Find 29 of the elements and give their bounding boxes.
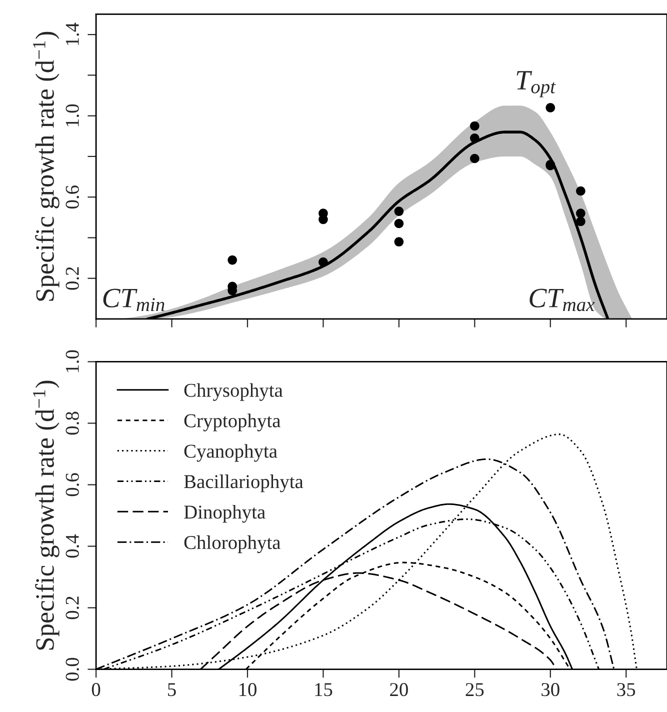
x-tick-label: 20 xyxy=(390,683,408,696)
legend-label: Chrysophyta xyxy=(184,383,283,401)
legend-label: Cryptophyta xyxy=(184,414,280,432)
y-tick-label: 0.8 xyxy=(66,412,79,435)
y-tick-label: 0.4 xyxy=(66,534,79,558)
y-axis-title: Specific growth rate (d$^{−1}$) xyxy=(33,380,60,650)
y-tick-label: 1.0 xyxy=(66,350,79,372)
x-tick-label: 5 xyxy=(168,683,176,696)
y-tick-label: 0.2 xyxy=(66,267,79,290)
x-tick-label: 35 xyxy=(617,683,636,696)
annotation: T$_{opt}$ xyxy=(516,71,556,98)
x-tick-label: 15 xyxy=(315,683,332,696)
annotation: CT$_{min}$ xyxy=(103,288,164,311)
y-tick-label: 0.0 xyxy=(66,658,79,681)
y-tick-label: 0.6 xyxy=(66,186,79,208)
y-tick-label: 1.0 xyxy=(66,104,79,126)
legend-label: Bacillariophyta xyxy=(184,474,304,492)
annotation: CT$_{max}$ xyxy=(530,288,595,312)
legend-label: Chlorophyta xyxy=(184,535,280,554)
y-tick-label: 1.4 xyxy=(66,22,79,45)
y-axis-title: Specific growth rate (d$^{−1}$) xyxy=(33,32,60,301)
x-tick-label: 25 xyxy=(466,683,484,696)
y-tick-label: 0.2 xyxy=(66,596,79,620)
legend-label: Cyanophyta xyxy=(184,444,278,462)
y-tick-label: 0.6 xyxy=(66,473,79,496)
x-tick-label: 10 xyxy=(239,683,256,696)
x-tick-label: 0 xyxy=(92,683,100,696)
x-tick-label: 30 xyxy=(542,683,560,696)
legend-label: Dinophyta xyxy=(184,504,266,523)
